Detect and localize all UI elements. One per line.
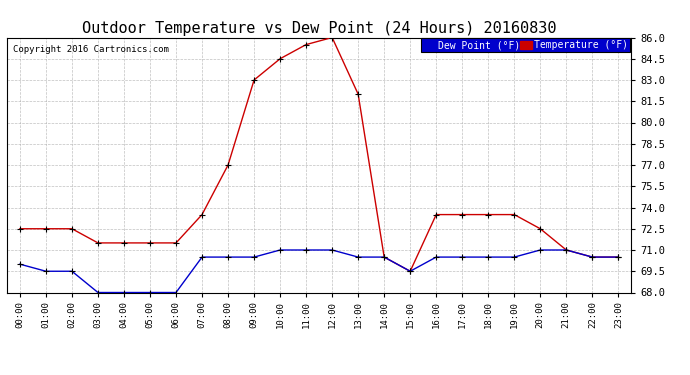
Legend: Dew Point (°F), Temperature (°F): Dew Point (°F), Temperature (°F) [421, 39, 631, 53]
Title: Outdoor Temperature vs Dew Point (24 Hours) 20160830: Outdoor Temperature vs Dew Point (24 Hou… [82, 21, 556, 36]
Text: Copyright 2016 Cartronics.com: Copyright 2016 Cartronics.com [13, 45, 169, 54]
